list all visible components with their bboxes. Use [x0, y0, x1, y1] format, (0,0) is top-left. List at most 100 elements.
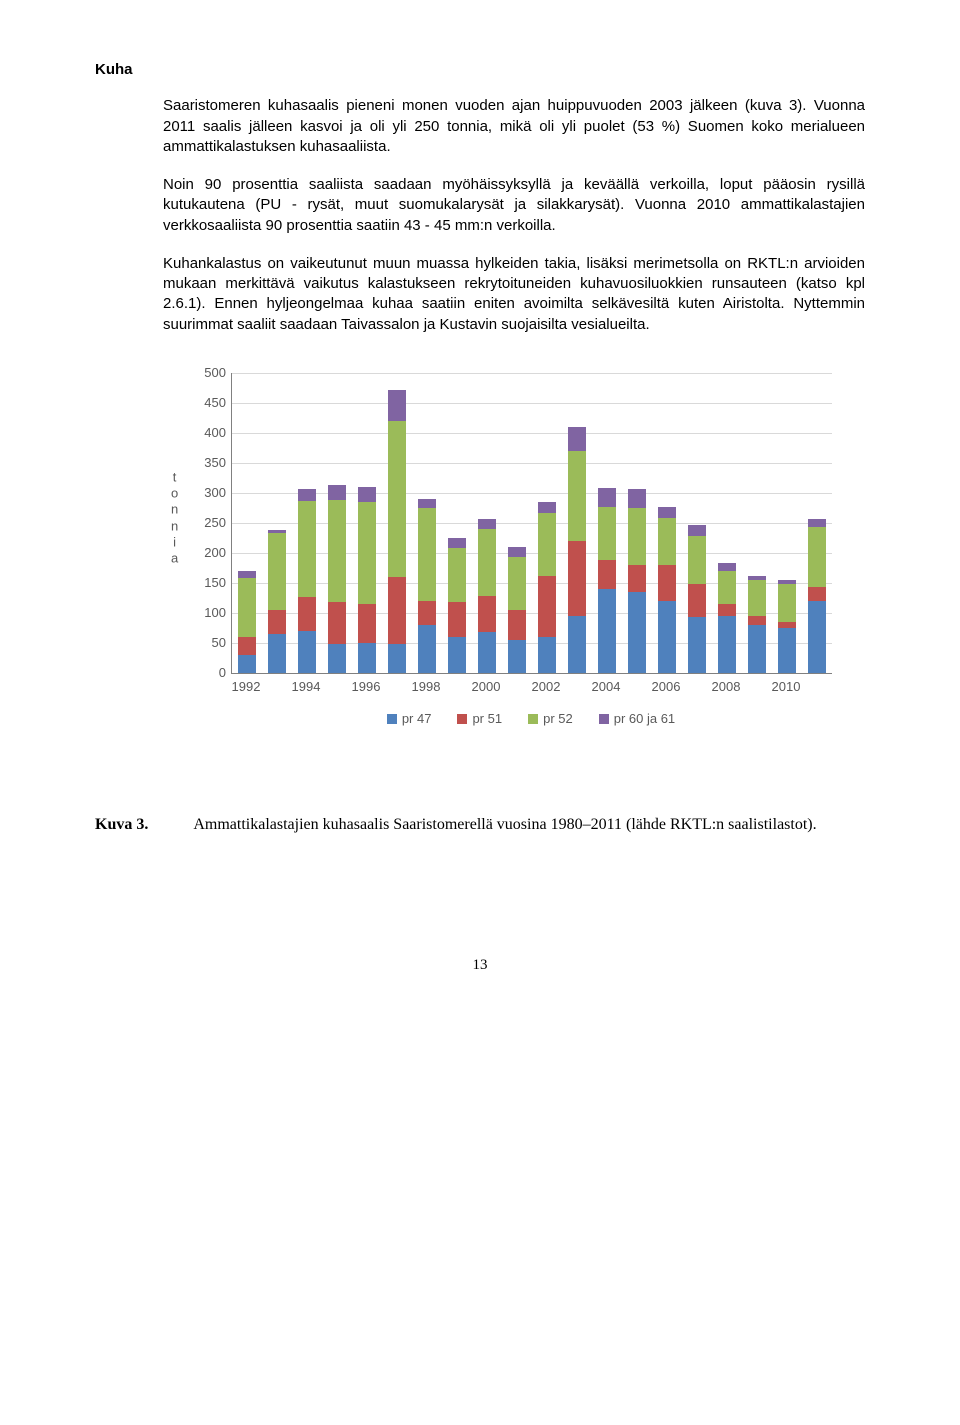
- y-tick-label: 150: [204, 574, 232, 592]
- y-axis-title-letter: n: [171, 518, 178, 534]
- bar-segment: [808, 519, 827, 527]
- bar-segment: [418, 508, 437, 601]
- y-tick-label: 350: [204, 454, 232, 472]
- bar-segment: [448, 602, 467, 637]
- page-root: Kuha Saaristomeren kuhasaalis pieneni mo…: [0, 0, 960, 1016]
- y-tick-label: 100: [204, 604, 232, 622]
- bar-segment: [628, 489, 647, 508]
- bar-segment: [598, 507, 617, 560]
- bar-segment: [538, 637, 557, 673]
- bar-segment: [808, 527, 827, 587]
- y-axis-title-letter: t: [173, 469, 177, 485]
- bar-year-2007: [688, 525, 707, 673]
- y-tick-label: 450: [204, 394, 232, 412]
- bar-segment: [538, 513, 557, 576]
- bar-year-2006: [658, 507, 677, 673]
- y-tick-label: 0: [219, 664, 232, 682]
- bar-year-2000: [478, 519, 497, 673]
- bar-segment: [718, 563, 737, 571]
- page-number: 13: [95, 955, 865, 975]
- bar-year-2010: [778, 580, 797, 673]
- y-tick-label: 300: [204, 484, 232, 502]
- bar-segment: [448, 538, 467, 548]
- bar-segment: [448, 637, 467, 673]
- bar-segment: [418, 601, 437, 625]
- bar-segment: [508, 640, 527, 673]
- bar-year-1993: [268, 530, 287, 673]
- legend-label: pr 60 ja 61: [614, 710, 675, 728]
- bar-segment: [448, 548, 467, 602]
- bar-segment: [598, 560, 617, 589]
- bar-segment: [478, 519, 497, 529]
- bar-segment: [688, 536, 707, 584]
- caption-text: Ammattikalastajien kuhasaalis Saaristome…: [193, 814, 865, 836]
- bar-year-1992: [238, 571, 257, 673]
- legend-swatch: [599, 714, 609, 724]
- bar-segment: [658, 518, 677, 565]
- legend-label: pr 51: [472, 710, 502, 728]
- y-axis-title: tonnia: [171, 469, 178, 567]
- body-paragraph: Kuhankalastus on vaikeutunut muun muassa…: [163, 254, 865, 335]
- plot-area: 050100150200250300350400450500: [231, 373, 832, 674]
- bar-segment: [388, 577, 407, 644]
- bar-year-2011: [808, 519, 827, 673]
- bars-layer: [232, 373, 832, 673]
- x-tick-label: 1996: [352, 678, 381, 696]
- x-tick-label: 1994: [292, 678, 321, 696]
- bar-segment: [718, 571, 737, 604]
- legend-label: pr 52: [543, 710, 573, 728]
- bar-year-1994: [298, 489, 317, 673]
- x-tick-label: 2000: [472, 678, 501, 696]
- bar-segment: [508, 557, 527, 610]
- bar-segment: [418, 499, 437, 508]
- bar-segment: [568, 541, 587, 616]
- legend-swatch: [387, 714, 397, 724]
- figure-caption: Kuva 3. Ammattikalastajien kuhasaalis Sa…: [95, 814, 865, 836]
- bar-segment: [628, 508, 647, 565]
- bar-segment: [598, 589, 617, 673]
- bar-segment: [658, 601, 677, 673]
- body-paragraph: Saaristomeren kuhasaalis pieneni monen v…: [163, 96, 865, 157]
- bar-segment: [328, 500, 347, 602]
- bar-segment: [298, 631, 317, 673]
- bar-year-1999: [448, 538, 467, 673]
- legend-item: pr 51: [457, 710, 502, 728]
- caption-label: Kuva 3.: [95, 814, 148, 836]
- bar-segment: [808, 601, 827, 673]
- bar-segment: [478, 529, 497, 596]
- legend-item: pr 60 ja 61: [599, 710, 675, 728]
- bar-year-2009: [748, 576, 767, 673]
- y-axis-title-letter: a: [171, 550, 178, 566]
- bar-segment: [238, 637, 257, 655]
- bar-segment: [238, 578, 257, 637]
- y-axis-title-letter: n: [171, 502, 178, 518]
- y-tick-label: 200: [204, 544, 232, 562]
- x-tick-label: 1992: [232, 678, 261, 696]
- bar-segment: [748, 616, 767, 625]
- bar-segment: [358, 643, 377, 673]
- bar-segment: [718, 604, 737, 616]
- bar-segment: [628, 592, 647, 673]
- bar-segment: [508, 610, 527, 640]
- bar-year-2004: [598, 488, 617, 673]
- y-tick-label: 50: [212, 634, 232, 652]
- chart-container: tonnia 050100150200250300350400450500 19…: [155, 357, 867, 779]
- bar-segment: [658, 565, 677, 601]
- bar-segment: [748, 625, 767, 673]
- bar-year-2003: [568, 427, 587, 673]
- bar-segment: [688, 617, 707, 673]
- bar-segment: [238, 655, 257, 673]
- bar-segment: [358, 502, 377, 604]
- bar-segment: [298, 501, 317, 597]
- section-heading: Kuha: [95, 60, 865, 80]
- x-tick-label: 2008: [712, 678, 741, 696]
- body-paragraph: Noin 90 prosenttia saaliista saadaan myö…: [163, 175, 865, 236]
- bar-segment: [688, 525, 707, 536]
- bar-segment: [538, 502, 557, 512]
- bar-year-1997: [388, 390, 407, 673]
- bar-segment: [328, 602, 347, 644]
- bar-year-2001: [508, 547, 527, 673]
- bar-segment: [388, 390, 407, 421]
- bar-segment: [718, 616, 737, 673]
- bar-segment: [568, 427, 587, 451]
